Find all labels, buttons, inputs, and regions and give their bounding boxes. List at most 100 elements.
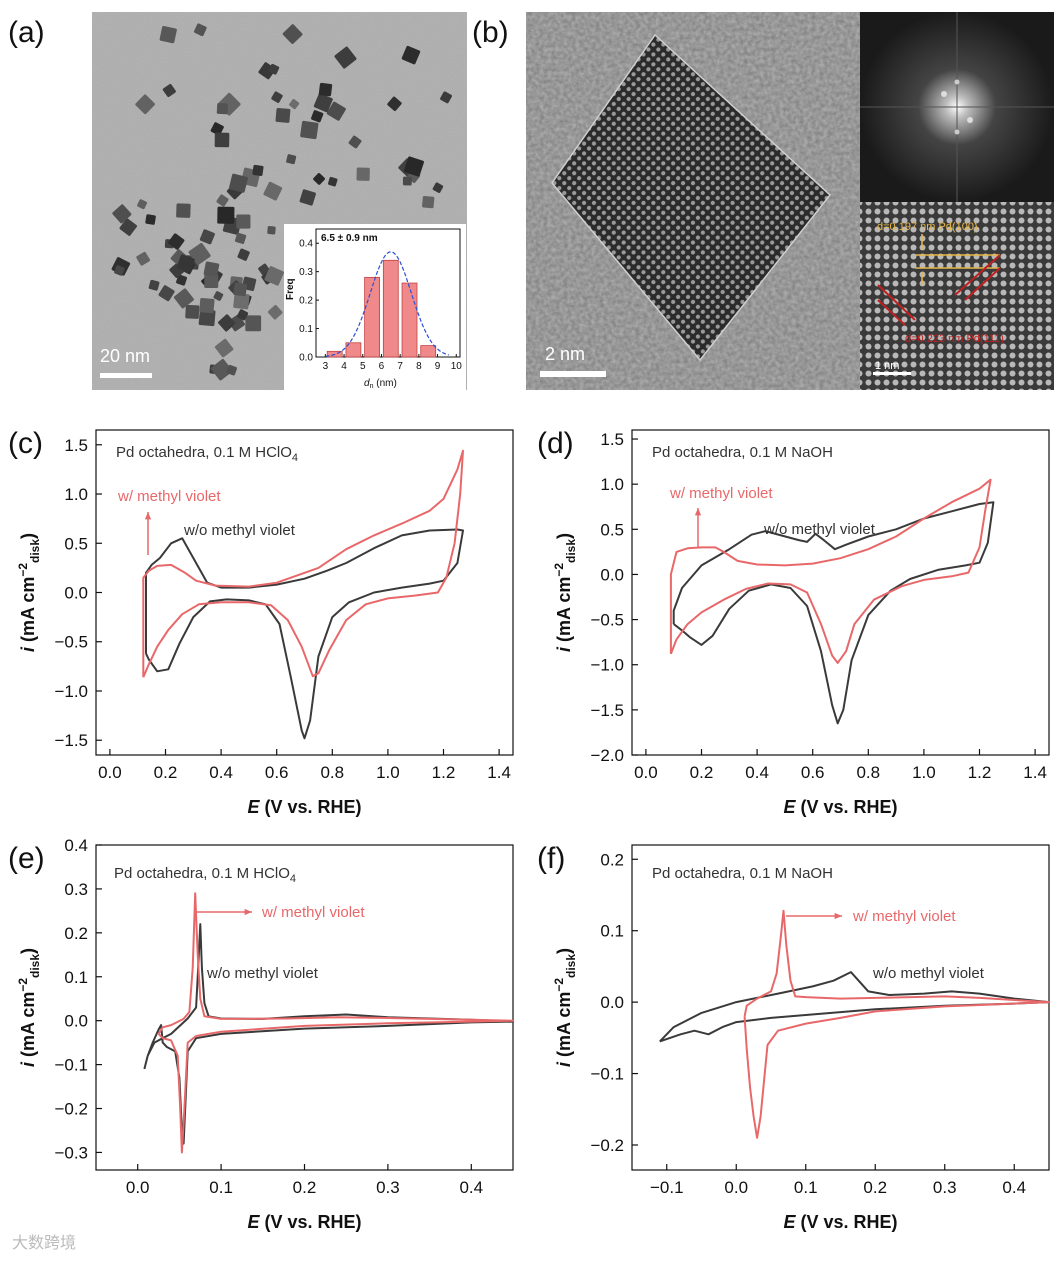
nanoparticle xyxy=(145,214,156,225)
legend-with-methyl-violet: w/ methyl violet xyxy=(852,908,956,925)
nanoparticle xyxy=(422,195,435,209)
series-without-methyl-violet xyxy=(672,501,995,725)
histogram-bar xyxy=(382,259,399,358)
nanoparticle xyxy=(199,297,215,314)
cv-plot-f: (f) −0.1 0.0 0.1 0.2 0.3 0.4 −0.2 −0.1 0.0 0.1 0.2 E… xyxy=(537,842,1050,1232)
histogram-xtick-label: 9 xyxy=(435,361,441,372)
legend-with-methyl-violet: w/ methyl violet xyxy=(117,488,221,505)
nanoparticle xyxy=(311,110,324,123)
nanoparticle xyxy=(403,156,424,177)
series-without-methyl-violet xyxy=(143,923,514,1145)
nanoparticle xyxy=(214,132,230,148)
plot-frame xyxy=(631,844,1050,1171)
plot-condition-label: Pd octahedra, 0.1 M NaOH xyxy=(652,444,833,461)
nanoparticle xyxy=(199,229,215,245)
panel-c-letter: (c) xyxy=(8,427,43,460)
x-tick-label: 0.2 xyxy=(690,763,714,782)
nanoparticle xyxy=(198,309,216,327)
x-tick-label: 0.6 xyxy=(265,763,289,782)
nanoparticle xyxy=(137,199,147,210)
x-tick-label: 0.2 xyxy=(293,1178,317,1197)
nanoparticle xyxy=(334,46,357,69)
nanoparticle xyxy=(168,233,185,250)
histogram-xtick-label: 3 xyxy=(323,361,329,372)
nanoparticle xyxy=(204,274,219,289)
nanoparticle xyxy=(176,254,195,273)
nanoparticle xyxy=(233,293,250,310)
nanoparticle xyxy=(234,232,247,244)
histogram-xlabel: dn (nm) xyxy=(364,378,397,390)
nanoparticle xyxy=(176,274,188,286)
nanoparticle xyxy=(114,265,125,276)
nanoparticle xyxy=(216,194,229,207)
x-tick-label: 0.1 xyxy=(209,1178,233,1197)
nanoparticle xyxy=(300,120,319,140)
nanoparticle xyxy=(387,96,402,112)
legend-without-methyl-violet: w/o methyl violet xyxy=(183,522,296,539)
nanoparticle xyxy=(245,315,262,332)
series-with-methyl-violet xyxy=(669,478,992,664)
nanoparticle xyxy=(271,91,283,103)
plot-condition-label: Pd octahedra, 0.1 M HClO4 xyxy=(114,865,296,885)
x-axis-label: E (V vs. RHE) xyxy=(247,1212,361,1232)
plot-frame xyxy=(631,429,1050,756)
legend-without-methyl-violet: w/o methyl violet xyxy=(872,965,985,982)
nanoparticle xyxy=(267,226,276,235)
x-tick-label: 0.3 xyxy=(376,1178,400,1197)
x-tick-label: 0.1 xyxy=(794,1178,818,1197)
x-axis-label: E (V vs. RHE) xyxy=(247,797,361,817)
nanoparticle xyxy=(218,314,236,332)
annotation-arrowhead xyxy=(144,512,152,520)
nanoparticle xyxy=(268,63,280,75)
histogram-bar xyxy=(420,345,437,358)
nanoparticle xyxy=(318,82,333,97)
nanoparticle xyxy=(162,83,176,98)
x-tick-label: 0.4 xyxy=(459,1178,483,1197)
nanoparticle xyxy=(233,282,248,297)
nanoparticle xyxy=(326,101,346,121)
panel-d-letter: (d) xyxy=(537,427,574,460)
y-axis-label: i (mA cm−2disk) xyxy=(552,948,578,1067)
y-tick-label: −0.1 xyxy=(590,1065,624,1084)
x-tick-label: 0.8 xyxy=(856,763,880,782)
y-tick-label: −0.5 xyxy=(54,633,88,652)
legend-with-methyl-violet: w/ methyl violet xyxy=(669,485,773,502)
histogram-xtick-label: 4 xyxy=(341,361,347,372)
series-with-methyl-violet xyxy=(157,892,514,1154)
nanoparticle xyxy=(440,91,452,104)
nanoparticle xyxy=(159,25,177,44)
plot-condition-label: Pd octahedra, 0.1 M NaOH xyxy=(652,865,833,882)
cv-plot-d: (d) 0.0 0.2 0.4 0.6 0.8 1.0 1.2 1.4 −2.0 −1.5 −1.0 −… xyxy=(537,427,1050,817)
d100-label: d=0.197 nm Pd(100) xyxy=(877,221,978,233)
x-tick-label: 1.0 xyxy=(912,763,936,782)
y-tick-label: 0.3 xyxy=(64,880,88,899)
nanoparticle xyxy=(185,304,200,319)
y-tick-label: 0.2 xyxy=(600,850,624,869)
nanoparticle xyxy=(119,218,138,236)
series-without-methyl-violet xyxy=(659,971,1050,1043)
plot-frame xyxy=(95,429,514,756)
y-tick-label: 1.5 xyxy=(64,436,88,455)
x-tick-label: 0.4 xyxy=(745,763,769,782)
size-histogram-inset: 6.5 ± 0.9 nm Freq dn (nm) 3 4 5 6 7 8 9 10 0.0 0.… xyxy=(284,224,466,390)
nanoparticle xyxy=(135,94,155,115)
y-axis-label: i (mA cm−2disk) xyxy=(552,533,578,652)
nanoparticle xyxy=(282,24,303,44)
nanoparticle xyxy=(236,309,249,321)
nanoparticle xyxy=(275,107,291,123)
x-tick-label: 0.0 xyxy=(98,763,122,782)
y-tick-label: 1.0 xyxy=(600,475,624,494)
y-tick-label: −1.5 xyxy=(590,701,624,720)
nanoparticle xyxy=(194,23,207,37)
y-tick-label: −2.0 xyxy=(590,746,624,765)
scale-bar-a xyxy=(100,373,152,378)
nanoparticle xyxy=(173,288,194,309)
nanoparticle xyxy=(356,167,370,181)
x-tick-label: 0.2 xyxy=(154,763,178,782)
y-tick-label: 0.0 xyxy=(64,1012,88,1031)
annotation-arrowhead xyxy=(244,908,252,916)
histogram-bar xyxy=(401,282,418,358)
nanoparticle xyxy=(136,251,151,266)
nanoparticle xyxy=(210,358,233,381)
y-tick-label: 0.5 xyxy=(600,520,624,539)
